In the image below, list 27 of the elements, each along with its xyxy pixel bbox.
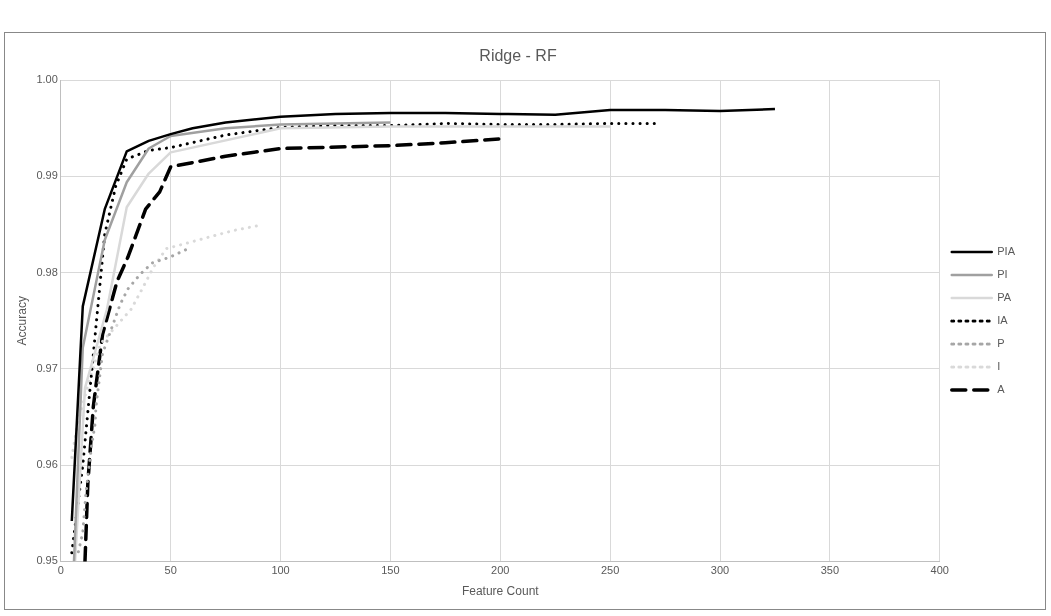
x-tick-label: 350 (820, 564, 840, 577)
y-tick-label: 0.97 (36, 361, 58, 374)
x-axis-title: Feature Count (461, 584, 540, 599)
line-series (83, 137, 503, 562)
line-series (76, 248, 188, 554)
x-tick-label: 50 (164, 564, 177, 577)
x-tick-label: 250 (600, 564, 620, 577)
x-tick-label: 150 (381, 564, 400, 577)
legend-label: PIA (997, 245, 1016, 258)
legend-label: A (997, 383, 1006, 396)
legend-label: P (997, 337, 1005, 350)
legend-label: IA (997, 314, 1009, 327)
y-tick-label: 1.00 (36, 73, 58, 86)
y-tick-label: 0.98 (36, 265, 58, 278)
y-tick-label: 0.96 (36, 458, 58, 471)
y-tick-label: 0.99 (36, 169, 58, 182)
x-tick-label: 300 (710, 564, 730, 577)
chart-title: Ridge - RF (479, 47, 557, 65)
x-tick-label: 100 (271, 564, 290, 577)
legend-label: I (997, 360, 1001, 373)
x-tick-label: 200 (491, 564, 510, 577)
y-axis-title: Accuracy (14, 296, 29, 346)
legend-label: PA (997, 291, 1012, 304)
y-tick-label: 0.95 (36, 554, 58, 567)
x-tick-label: 400 (930, 564, 949, 577)
legend-label: PI (997, 268, 1008, 281)
x-tick-label: 0 (57, 564, 64, 577)
